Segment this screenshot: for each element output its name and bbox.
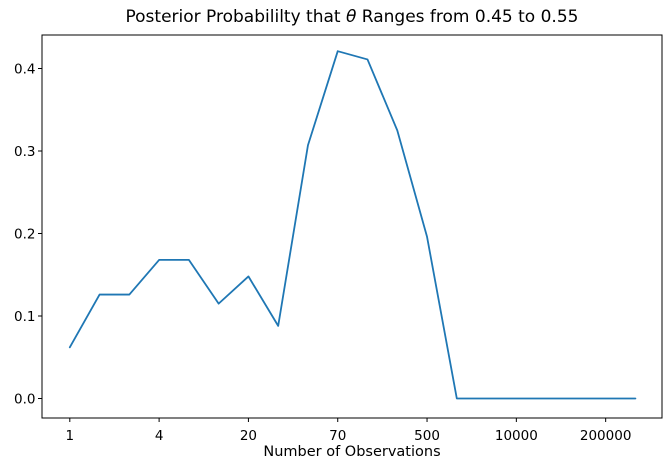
x-tick-label: 500	[414, 428, 440, 444]
x-axis-label: Number of Observations	[263, 444, 441, 460]
axes-frame	[41, 34, 663, 419]
y-tick-label: 0.0	[14, 391, 35, 407]
y-tick-label: 0.3	[14, 144, 35, 160]
x-tick-label: 20	[240, 428, 257, 444]
chart-title-prefix: Posterior Probabililty that	[125, 7, 346, 27]
y-tick-label: 0.1	[14, 309, 35, 325]
posterior-probability-line	[68, 50, 637, 400]
theta-symbol: θ	[345, 7, 357, 27]
x-tick-label: 200000	[580, 428, 632, 444]
y-tick-label: 0.2	[14, 226, 35, 242]
chart-title-suffix: Ranges from 0.45 to 0.55	[356, 7, 579, 27]
x-tick-label: 70	[329, 428, 346, 444]
x-tick-label: 1	[66, 428, 75, 444]
chart-title: Posterior Probabililty that θ Ranges fro…	[42, 7, 662, 27]
x-tick-label: 10000	[495, 428, 538, 444]
x-tick-label: 4	[155, 428, 164, 444]
y-tick-label: 0.4	[14, 61, 35, 77]
